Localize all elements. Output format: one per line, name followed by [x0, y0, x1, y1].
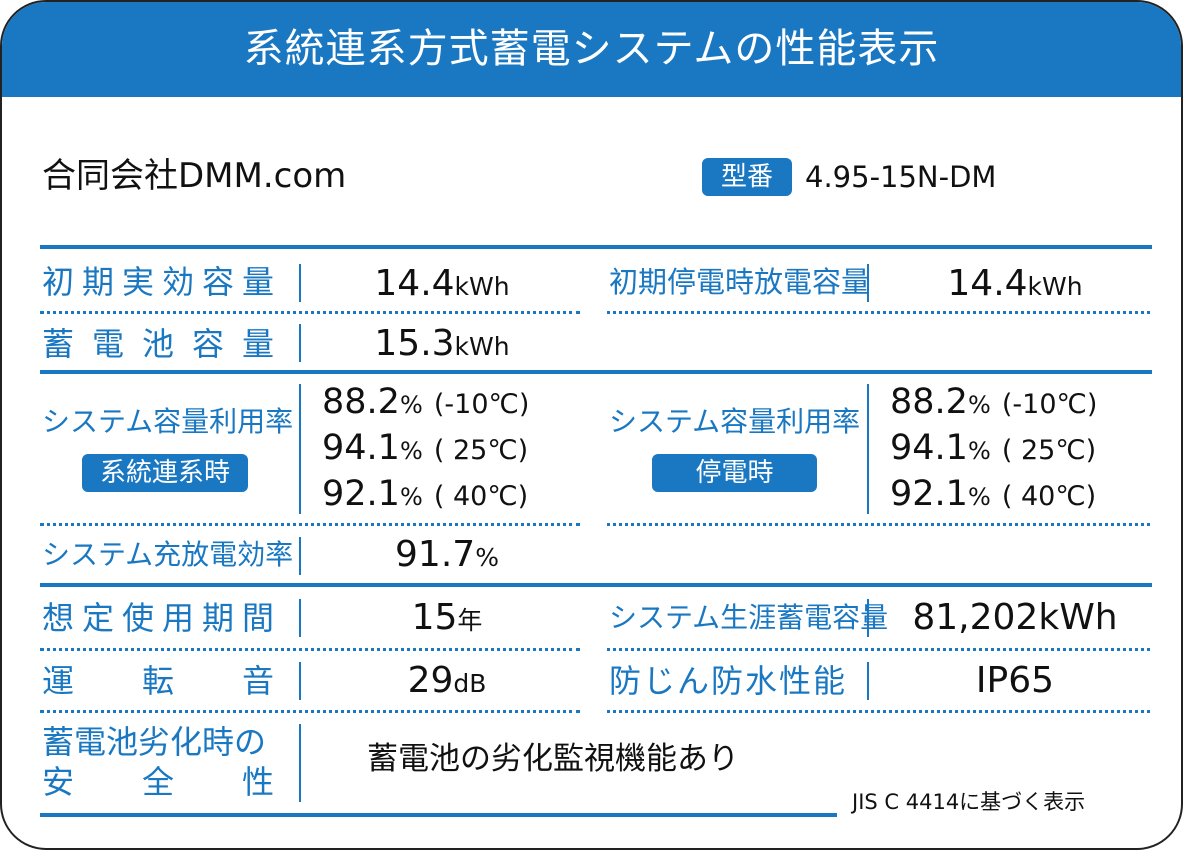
company-name: 合同会社DMM.com — [42, 156, 347, 196]
battery-capacity-value: 15.3kWh — [374, 323, 510, 364]
dotted-divider — [40, 311, 580, 314]
blackout-capacity-label: 初期停電時放電容量 — [609, 265, 871, 299]
util-blackout-line: 92.1% ( 40℃) — [890, 474, 1097, 514]
model-badge: 型番 — [702, 158, 792, 196]
util-grid-label: システム容量利用率 — [42, 405, 294, 438]
divider-line — [40, 245, 1152, 249]
divider-line — [40, 370, 1152, 374]
column-divider — [867, 384, 869, 514]
noise-value: 29dB — [407, 660, 487, 701]
dotted-divider — [40, 648, 580, 651]
initial-capacity-value: 14.4kWh — [374, 263, 510, 304]
column-divider — [867, 264, 869, 302]
ip-label: 防じん防水性能 — [609, 662, 845, 700]
column-divider — [299, 599, 301, 637]
dotted-divider — [40, 710, 580, 713]
jis-note: JIS C 4414に基づく表示 — [852, 790, 1086, 814]
column-divider — [299, 384, 301, 514]
blackout-badge: 停電時 — [652, 454, 817, 492]
dotted-divider — [607, 710, 1150, 713]
dotted-divider — [607, 311, 1150, 314]
noise-label: 運転音 — [42, 662, 274, 700]
lifetime-value: 15年 — [411, 597, 483, 638]
column-divider — [299, 264, 301, 302]
battery-capacity-label: 蓄電池容量 — [42, 325, 274, 363]
column-divider — [299, 324, 301, 362]
dotted-divider — [607, 648, 1150, 651]
util-blackout-label: システム容量利用率 — [609, 405, 861, 438]
dotted-divider — [607, 523, 1150, 526]
column-divider — [867, 662, 869, 700]
ip-value: IP65 — [975, 660, 1055, 701]
lifetime-label: 想定使用期間 — [42, 599, 274, 637]
efficiency-label: システム充放電効率 — [42, 538, 294, 571]
safety-value: 蓄電池の劣化監視機能あり — [367, 741, 739, 777]
column-divider — [867, 599, 869, 637]
util-grid-line: 88.2% (-10℃) — [322, 382, 530, 422]
column-divider — [299, 662, 301, 700]
lifetime-capacity-value: 81,202kWh — [912, 597, 1118, 638]
page-title: 系統連系方式蓄電システムの性能表示 — [2, 2, 1181, 97]
divider-line — [40, 813, 837, 817]
dotted-divider — [40, 523, 580, 526]
efficiency-value: 91.7% — [395, 534, 499, 575]
safety-label-line2: 安全性 — [42, 763, 274, 801]
column-divider — [299, 724, 301, 802]
model-number: 4.95-15N-DM — [805, 160, 997, 194]
divider-line — [40, 583, 1152, 587]
initial-capacity-label: 初期実効容量 — [42, 263, 274, 301]
util-grid-line: 92.1% ( 40℃) — [322, 474, 529, 514]
util-blackout-line: 94.1% ( 25℃) — [890, 428, 1097, 468]
grid-connected-badge: 系統連系時 — [82, 454, 248, 492]
lifetime-capacity-label: システム生涯蓄電容量 — [609, 601, 889, 634]
blackout-capacity-value: 14.4kWh — [947, 263, 1083, 304]
util-grid-line: 94.1% ( 25℃) — [322, 428, 529, 468]
safety-label-line1: 蓄電池劣化時の — [42, 723, 267, 761]
column-divider — [299, 537, 301, 575]
util-blackout-line: 88.2% (-10℃) — [890, 382, 1098, 422]
